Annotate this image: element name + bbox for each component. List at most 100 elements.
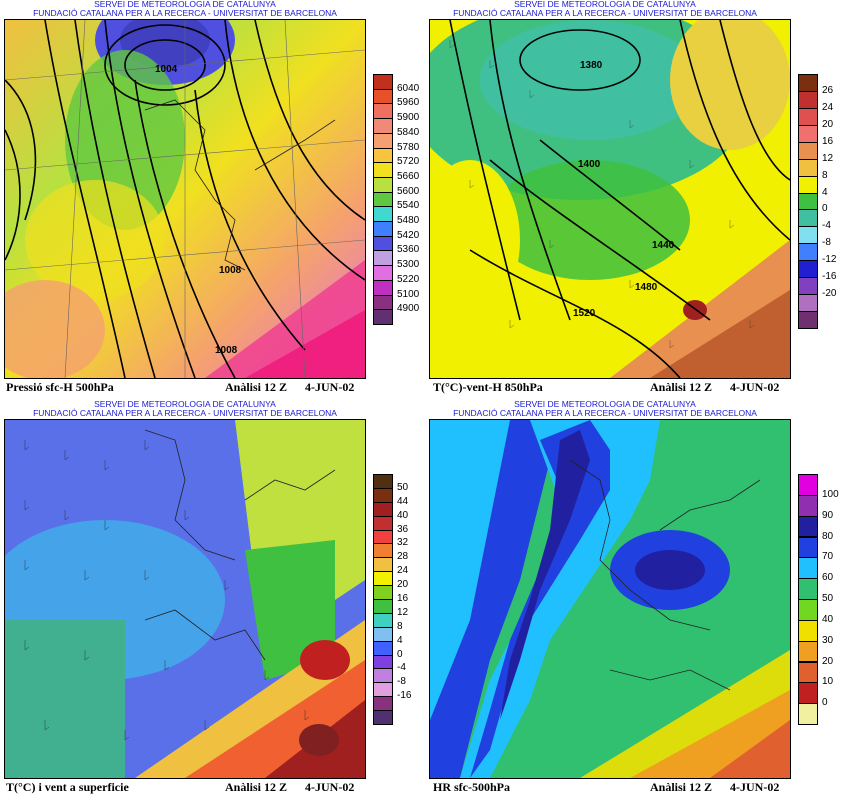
legend-swatch: [798, 90, 818, 109]
legend-swatch: [798, 661, 818, 684]
panel-surface-temperature: SERVEI DE METEOROLOGIA DE CATALUNYA FUND…: [0, 400, 425, 800]
color-legend: 50 44 40 36 32 28 24 20 16 12 8 4 0 -4 -8 -16: [373, 474, 423, 725]
panel-title: Pressió sfc-H 500hPa: [6, 380, 114, 394]
legend-swatch: [373, 265, 393, 281]
legend-swatch: [798, 158, 818, 177]
legend-swatch: [798, 619, 818, 642]
legend-swatch: [373, 626, 393, 642]
legend-swatch: [373, 279, 393, 296]
legend-swatch: [373, 571, 393, 587]
legend-label: 0: [397, 648, 403, 660]
legend-label: 12: [397, 606, 409, 618]
legend-label: 5780: [397, 141, 420, 153]
legend-swatch: [798, 294, 818, 313]
legend-label: 60: [822, 572, 834, 584]
map-image: [4, 419, 366, 779]
analysis-label: Anàlisi 12 Z: [650, 380, 713, 394]
legend-swatch: [798, 536, 818, 559]
legend-label: 5720: [397, 156, 420, 168]
legend-label: 5840: [397, 126, 420, 138]
map-image: [429, 419, 791, 779]
analysis-label: Anàlisi 12 Z: [225, 780, 288, 794]
legend-swatch: [798, 682, 818, 705]
map-image: 1380 1400 1440 1480 1520: [429, 19, 791, 379]
header-line2: FUNDACIÓ CATALANA PER A LA RECERCA - UNI…: [33, 8, 337, 18]
legend-swatch: [798, 311, 818, 329]
legend-swatch: [373, 640, 393, 656]
legend-swatch: [798, 74, 818, 92]
legend-swatch: [798, 209, 818, 228]
legend-swatch: [798, 703, 818, 725]
legend-label: 5600: [397, 185, 420, 197]
legend-label: 16: [822, 135, 834, 147]
legend-swatch: [373, 221, 393, 237]
legend-label: 6040: [397, 82, 420, 94]
legend-swatch: [798, 226, 818, 245]
legend-label: -8: [397, 676, 406, 688]
contour-label: 1520: [573, 308, 596, 319]
legend-label: 24: [397, 565, 409, 577]
legend-swatch: [373, 118, 393, 134]
panel-title: T(°C) i vent a superficie: [6, 780, 129, 794]
legend-label: 5900: [397, 112, 420, 124]
header-line1: SERVEI DE METEOROLOGIA DE CATALUNYA: [514, 399, 696, 409]
legend-swatch: [798, 557, 818, 580]
legend-label: 5480: [397, 215, 420, 227]
legend-label: 26: [822, 84, 834, 96]
legend-label: 24: [822, 101, 834, 113]
date-label: 4-JUN-02: [305, 380, 355, 394]
legend-swatch: [798, 124, 818, 143]
header-line2: FUNDACIÓ CATALANA PER A LA RECERCA - UNI…: [453, 408, 757, 418]
legend-label: -4: [397, 662, 406, 674]
legend-label: 4900: [397, 303, 420, 315]
analysis-label: Anàlisi 12 Z: [650, 780, 713, 794]
legend-label: 28: [397, 551, 409, 563]
contour-label: 1440: [652, 240, 675, 251]
contour-label: 1004: [155, 64, 178, 75]
legend-swatch: [798, 175, 818, 194]
header-line2: FUNDACIÓ CATALANA PER A LA RECERCA - UNI…: [33, 408, 337, 418]
legend-swatch: [798, 640, 818, 663]
legend-label: -4: [822, 220, 831, 232]
legend-swatch: [373, 612, 393, 628]
legend-label: 50: [822, 593, 834, 604]
legend-swatch: [373, 654, 393, 670]
legend-label: 36: [397, 523, 409, 535]
legend-swatch: [373, 696, 393, 712]
legend-label: -16: [397, 690, 412, 702]
panel-temperature-850hpa: SERVEI DE METEOROLOGIA DE CATALUNYA FUND…: [425, 0, 850, 400]
legend-swatch: [373, 250, 393, 267]
legend-label: 4: [397, 634, 403, 646]
contour-label: 1380: [580, 60, 603, 71]
header-line1: SERVEI DE METEOROLOGIA DE CATALUNYA: [94, 399, 276, 409]
legend-swatch: [798, 141, 818, 160]
legend-swatch: [373, 599, 393, 614]
legend-label: 0: [822, 203, 828, 215]
legend-label: 44: [397, 495, 409, 507]
legend-swatch: [373, 710, 393, 725]
panel-title: T(°C)-vent-H 850hPa: [433, 380, 543, 394]
legend-label: 20: [822, 118, 834, 130]
legend-label: 5420: [397, 229, 420, 241]
legend-label: 0: [822, 697, 828, 709]
legend-swatch: [373, 543, 393, 559]
legend-label: 5660: [397, 170, 420, 182]
legend-label: 20: [822, 655, 834, 667]
contour-label: 1008: [215, 345, 238, 356]
legend-swatch: [798, 277, 818, 296]
color-legend: 100 90 80 70 60 50 40 30 20 10 0: [798, 474, 848, 725]
legend-swatch: [373, 147, 393, 164]
legend-label: 70: [822, 551, 834, 563]
legend-label: 5100: [397, 288, 420, 300]
date-label: 4-JUN-02: [730, 380, 780, 394]
header-line1: SERVEI DE METEOROLOGIA DE CATALUNYA: [514, 0, 696, 9]
map-image: 1004 1008 1008: [4, 19, 366, 379]
legend-label: -16: [822, 271, 837, 283]
legend-label: 90: [822, 509, 834, 521]
legend-swatch: [373, 557, 393, 573]
header-line1: SERVEI DE METEOROLOGIA DE CATALUNYA: [94, 0, 276, 9]
legend-label: 8: [822, 169, 828, 181]
legend-swatch: [373, 235, 393, 252]
legend-swatch: [798, 243, 818, 262]
legend-swatch: [373, 585, 393, 600]
